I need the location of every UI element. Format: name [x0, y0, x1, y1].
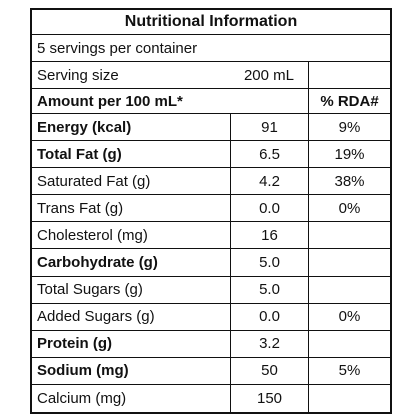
nutrient-row: Cholesterol (mg) 16: [32, 222, 390, 250]
nutrient-rda: 5%: [308, 357, 390, 384]
nutrient-name: Total Sugars (g): [37, 281, 143, 299]
servings-row: 5 servings per container: [32, 35, 390, 62]
nutrient-name: Carbohydrate (g): [37, 253, 158, 271]
nutrient-name: Sodium (mg): [37, 362, 129, 380]
nutrient-name: Protein (g): [37, 335, 112, 353]
nutrient-amount: 16: [230, 222, 308, 249]
servings: 5 servings per container: [37, 39, 198, 57]
nutrient-name: Energy (kcal): [37, 118, 132, 136]
nutrient-amount: 0.0: [230, 303, 308, 330]
nutrient-row: Protein (g) 3.2: [32, 330, 390, 358]
nutrient-row: Energy (kcal) 91 9%: [32, 114, 390, 142]
nutrient-row: Carbohydrate (g) 5.0: [32, 249, 390, 277]
nutrient-rda: [308, 222, 390, 249]
nutrient-name: Total Fat (g): [37, 145, 122, 163]
nutrient-amount: 5.0: [230, 276, 308, 303]
nutrient-row: Added Sugars (g) 0.0 0%: [32, 303, 390, 331]
amount-per: Amount per 100 mL*: [37, 92, 183, 110]
serving-size-row: Serving size 200 mL: [32, 62, 390, 89]
rda-header: % RDA#: [308, 89, 390, 113]
nutrient-amount: 6.5: [230, 141, 308, 168]
empty-cell: [308, 62, 390, 88]
nutrient-name: Added Sugars (g): [37, 308, 155, 326]
nutrition-label: Nutritional Information 5 servings per co…: [30, 8, 392, 414]
nutrient-name: Trans Fat (g): [37, 199, 124, 217]
nutrient-amount: 5.0: [230, 249, 308, 276]
serving-size-label: Serving size: [37, 66, 119, 84]
empty-cell: [230, 89, 308, 113]
nutrient-row: Saturated Fat (g) 4.2 38%: [32, 168, 390, 196]
nutrient-rda: [308, 384, 390, 412]
serving-size: 200 mL: [243, 66, 295, 84]
nutrient-rda: 9%: [308, 114, 390, 141]
nutrient-rda: [308, 249, 390, 276]
nutrient-rda: 0%: [308, 303, 390, 330]
nutrient-rda: 19%: [308, 141, 390, 168]
nutrient-rda: [308, 330, 390, 357]
nutrient-rda: 0%: [308, 195, 390, 222]
nutrient-row: Sodium (mg) 50 5%: [32, 357, 390, 385]
nutrient-row: Total Fat (g) 6.5 19%: [32, 141, 390, 169]
nutrient-row: Total Sugars (g) 5.0: [32, 276, 390, 304]
title: Nutritional Information: [124, 13, 298, 30]
nutrient-amount: 150: [230, 384, 308, 412]
nutrient-name: Calcium (mg): [37, 389, 127, 407]
nutrient-amount: 50: [230, 357, 308, 384]
nutrient-amount: 3.2: [230, 330, 308, 357]
nutrient-name: Cholesterol (mg): [37, 226, 148, 244]
amount-header-row: Amount per 100 mL* % RDA#: [32, 89, 390, 114]
nutrient-rda: [308, 276, 390, 303]
title-row: Nutritional Information: [32, 10, 390, 35]
nutrient-amount: 0.0: [230, 195, 308, 222]
nutrient-amount: 4.2: [230, 168, 308, 195]
nutrient-amount: 91: [230, 114, 308, 141]
nutrient-row: Trans Fat (g) 0.0 0%: [32, 195, 390, 223]
nutrient-rda: 38%: [308, 168, 390, 195]
nutrient-row: Calcium (mg) 150: [32, 384, 390, 412]
nutrient-name: Saturated Fat (g): [37, 172, 151, 190]
